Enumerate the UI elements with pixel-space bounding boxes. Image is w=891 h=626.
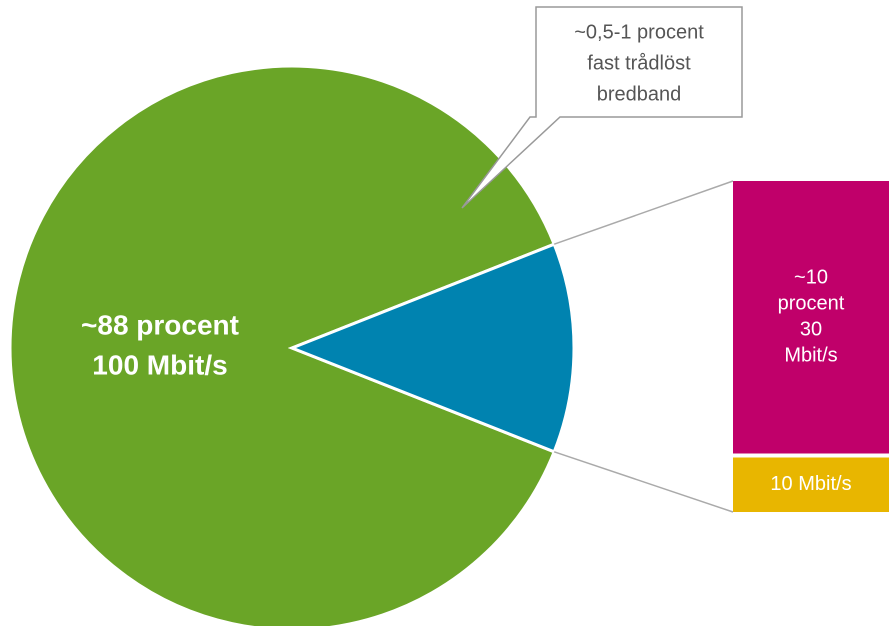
connector <box>553 451 734 513</box>
annotation: ~0,5-1 procent <box>574 21 704 43</box>
bar-label: procent <box>778 293 845 315</box>
pie-slice <box>287 242 576 454</box>
callout <box>461 6 743 209</box>
bar-segment <box>733 457 889 512</box>
bar-label: Mbit/s <box>784 345 837 367</box>
connector <box>553 180 734 245</box>
bar-label: 30 <box>800 319 822 341</box>
pie-label: 100 Mbit/s <box>92 349 227 380</box>
pie-label: ~88 procent <box>81 309 239 340</box>
pie-slice <box>8 64 557 626</box>
annotation: fast trådlöst <box>587 52 691 74</box>
bar-label: ~10 <box>794 267 828 289</box>
bar-label: 10 Mbit/s <box>770 473 851 495</box>
bar-segment <box>733 181 889 454</box>
annotation: bredband <box>597 83 682 105</box>
